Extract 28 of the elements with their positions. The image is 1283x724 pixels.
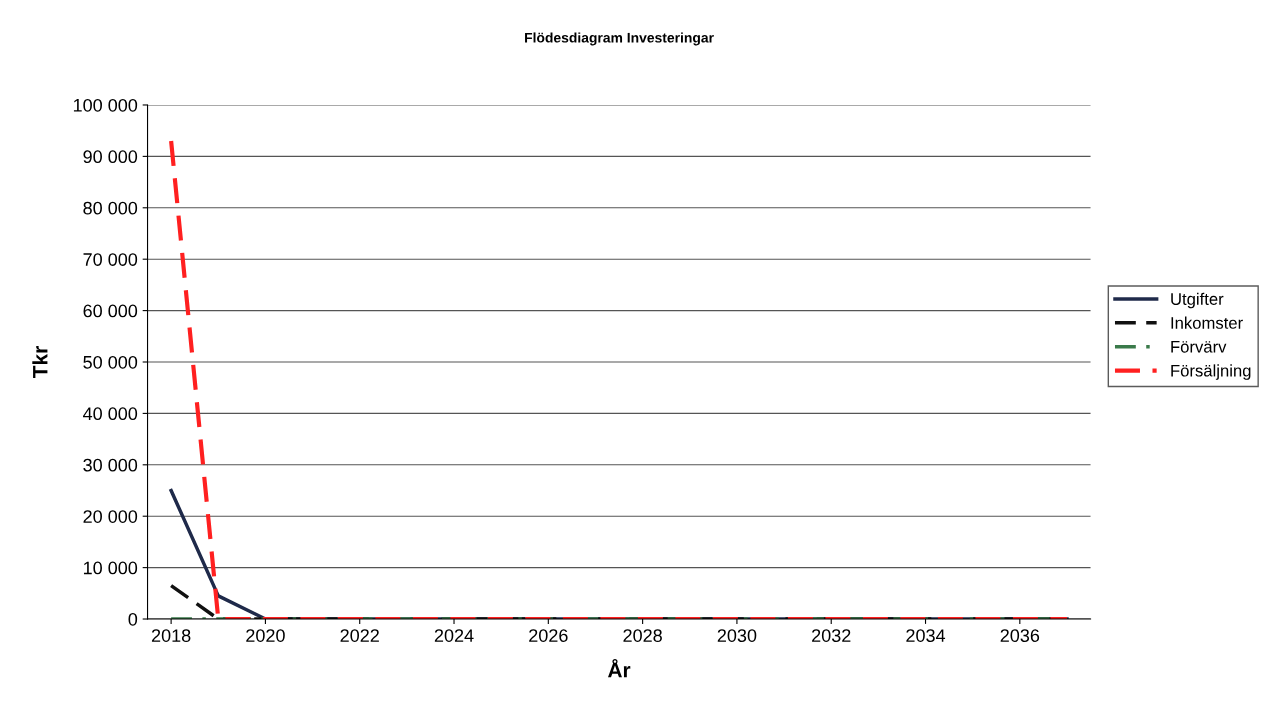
x-tick-label: 2036 bbox=[1000, 629, 1040, 642]
x-tick-label: 2024 bbox=[434, 629, 474, 642]
y-tick-label: 20 000 bbox=[83, 510, 138, 523]
legend-label: Inkomster bbox=[1171, 316, 1243, 329]
y-tick-label: 60 000 bbox=[83, 304, 138, 318]
y-tick-label: 80 000 bbox=[83, 201, 138, 215]
y-tick-label: 70 000 bbox=[83, 253, 138, 266]
y-tick-label: 40 000 bbox=[83, 407, 138, 421]
x-tick-label: 2020 bbox=[246, 629, 285, 642]
legend-label: Försäljning bbox=[1171, 364, 1251, 380]
x-tick-label: 2026 bbox=[529, 629, 568, 642]
legend-label: Förvärv bbox=[1171, 341, 1227, 353]
x-tick-label: 2034 bbox=[906, 629, 946, 642]
x-tick-label: 2032 bbox=[812, 629, 851, 642]
x-tick-label: 2030 bbox=[717, 629, 757, 642]
x-tick-label: 2028 bbox=[623, 629, 662, 642]
y-tick-label: 10 000 bbox=[83, 561, 138, 575]
y-tick-label: 100 000 bbox=[73, 98, 138, 112]
x-axis-title: År bbox=[607, 658, 631, 678]
y-tick-label: 50 000 bbox=[83, 355, 138, 369]
legend-label: Utgifter bbox=[1171, 292, 1224, 309]
y-tick-label: 90 000 bbox=[83, 150, 138, 164]
y-tick-label: 30 000 bbox=[83, 458, 138, 472]
x-tick-label: 2022 bbox=[340, 629, 379, 642]
y-axis-title: Tkr bbox=[32, 346, 48, 378]
y-tick-label: 0 bbox=[128, 612, 138, 626]
x-tick-label: 2018 bbox=[151, 629, 191, 642]
chart-title: Flödesdiagram Investeringar bbox=[525, 32, 714, 46]
